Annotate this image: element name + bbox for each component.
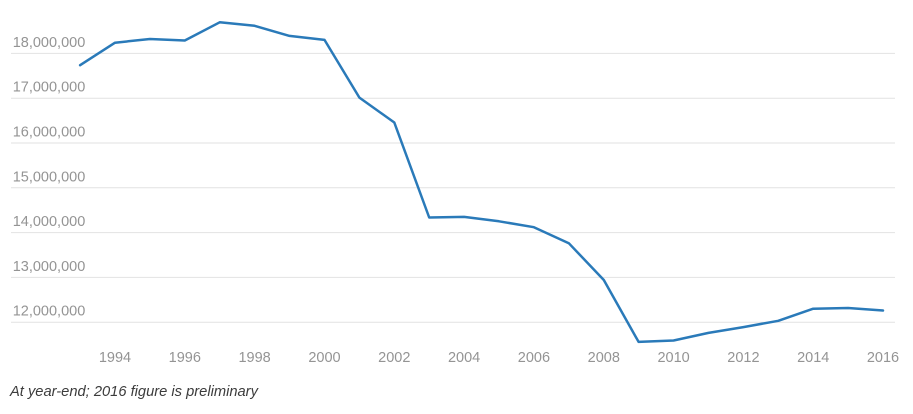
svg-text:2016: 2016 bbox=[867, 350, 899, 366]
svg-text:2004: 2004 bbox=[448, 350, 480, 366]
svg-text:2002: 2002 bbox=[378, 350, 410, 366]
svg-text:14,000,000: 14,000,000 bbox=[13, 214, 86, 230]
svg-text:15,000,000: 15,000,000 bbox=[13, 169, 86, 185]
svg-text:1996: 1996 bbox=[169, 350, 201, 366]
svg-text:1994: 1994 bbox=[99, 350, 131, 366]
svg-text:2006: 2006 bbox=[518, 350, 550, 366]
svg-text:12,000,000: 12,000,000 bbox=[13, 304, 86, 320]
svg-text:2010: 2010 bbox=[657, 350, 689, 366]
svg-text:17,000,000: 17,000,000 bbox=[13, 80, 86, 96]
svg-text:13,000,000: 13,000,000 bbox=[13, 259, 86, 275]
svg-text:1998: 1998 bbox=[238, 350, 270, 366]
svg-text:16,000,000: 16,000,000 bbox=[13, 125, 86, 141]
svg-text:2014: 2014 bbox=[797, 350, 829, 366]
svg-text:At year-end; 2016 figure is pr: At year-end; 2016 figure is preliminary bbox=[9, 384, 260, 400]
svg-text:18,000,000: 18,000,000 bbox=[13, 35, 86, 51]
svg-text:2000: 2000 bbox=[308, 350, 340, 366]
svg-text:2012: 2012 bbox=[727, 350, 759, 366]
svg-text:2008: 2008 bbox=[588, 350, 620, 366]
